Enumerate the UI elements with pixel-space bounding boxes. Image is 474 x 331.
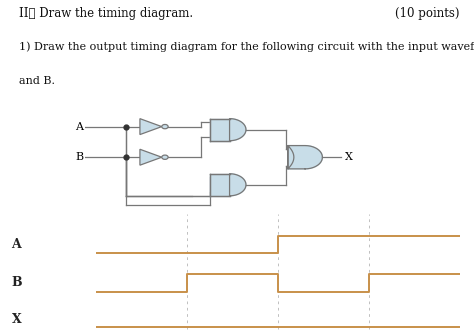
Text: B: B (75, 152, 83, 162)
Text: X: X (345, 152, 353, 162)
Polygon shape (288, 146, 322, 169)
Text: A: A (75, 121, 83, 132)
Text: (10 points): (10 points) (395, 7, 460, 20)
Polygon shape (210, 118, 229, 141)
Circle shape (162, 155, 168, 159)
Polygon shape (210, 174, 229, 196)
Text: A: A (11, 238, 21, 251)
Text: B: B (11, 276, 22, 290)
Polygon shape (140, 149, 162, 165)
Text: and B.: and B. (19, 76, 55, 86)
Polygon shape (229, 174, 246, 196)
Text: 1) Draw the output timing diagram for the following circuit with the input wavef: 1) Draw the output timing diagram for th… (19, 41, 474, 52)
Text: X: X (11, 313, 21, 326)
Polygon shape (140, 118, 162, 135)
Polygon shape (229, 118, 246, 141)
Text: II、 Draw the timing diagram.: II、 Draw the timing diagram. (19, 7, 193, 20)
Circle shape (162, 124, 168, 129)
